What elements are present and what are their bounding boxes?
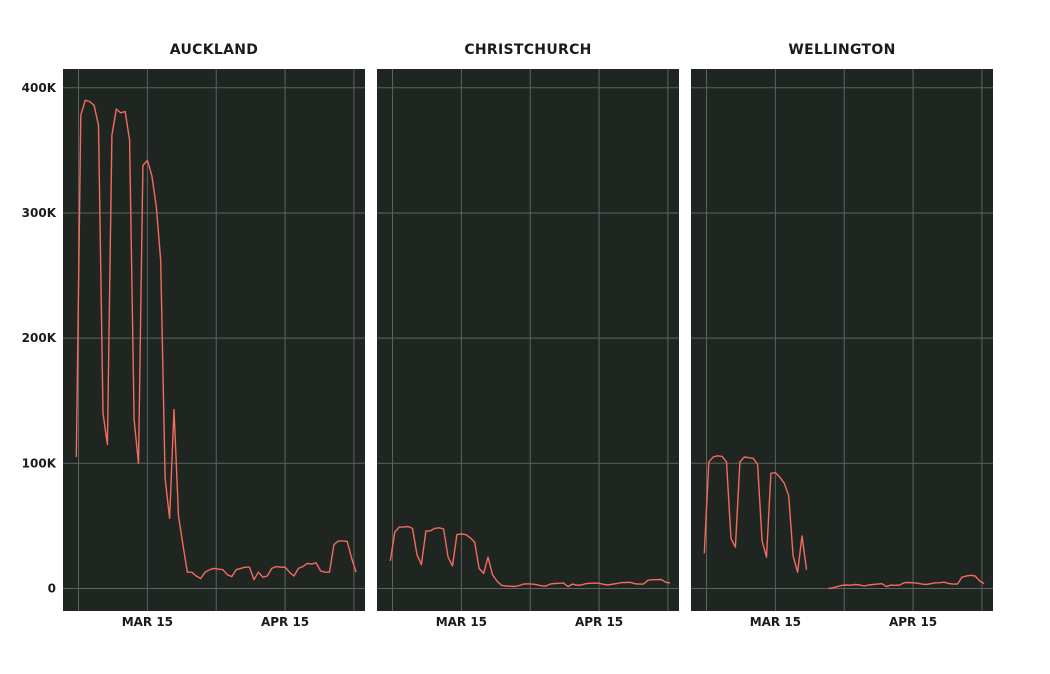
series-line	[703, 455, 808, 573]
y-tick-label: 100K	[22, 456, 57, 470]
panel-background	[63, 69, 365, 611]
x-tick-label: MAR 15	[436, 615, 487, 629]
x-tick-label: APR 15	[575, 615, 623, 629]
panel-title: AUCKLAND	[170, 42, 258, 58]
panel-background	[377, 69, 679, 611]
x-tick-label: APR 15	[261, 615, 309, 629]
panel-title: CHRISTCHURCH	[464, 42, 591, 58]
panel-christchurch: CHRISTCHURCH MAR 15 APR 15	[377, 42, 679, 629]
panel-title: WELLINGTON	[788, 42, 895, 58]
panel-wellington: WELLINGTON MAR 15 APR 15	[691, 42, 993, 629]
x-tick-label: MAR 15	[122, 615, 173, 629]
y-tick-label: 200K	[22, 331, 57, 345]
panel-background	[691, 69, 993, 611]
x-tick-label: APR 15	[889, 615, 937, 629]
y-tick-label: 0	[48, 581, 56, 595]
x-tick-label: MAR 15	[750, 615, 801, 629]
series-line	[389, 525, 671, 588]
series-line	[75, 99, 357, 581]
y-tick-label: 300K	[22, 206, 57, 220]
y-tick-label: 400K	[22, 81, 57, 95]
panel-auckland: AUCKLAND MAR 15 APR 15 0 100K 200K 300K 400K	[22, 42, 365, 629]
series-line	[828, 574, 985, 590]
